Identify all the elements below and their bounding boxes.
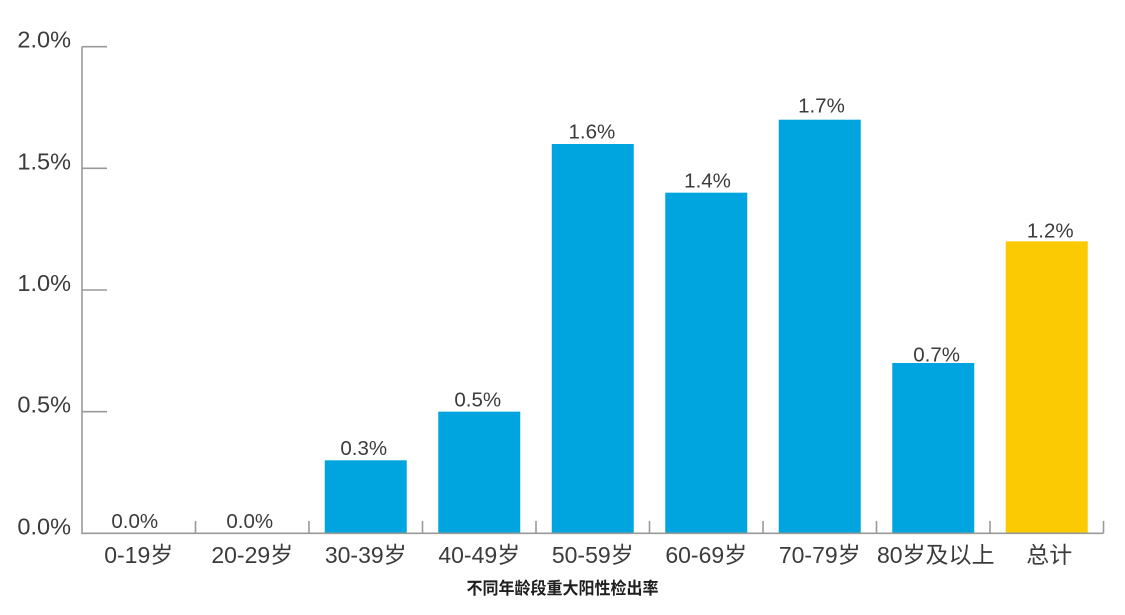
svg-text:0.5%: 0.5% — [17, 392, 71, 418]
svg-text:30-39: 30-39 — [325, 542, 384, 568]
svg-text:1.0%: 1.0% — [17, 270, 71, 296]
svg-text:0-19: 0-19 — [104, 542, 150, 568]
svg-text:2.0%: 2.0% — [17, 27, 71, 53]
svg-text:0.3%: 0.3% — [340, 437, 387, 460]
svg-text:70-79: 70-79 — [779, 542, 838, 568]
svg-text:50-59: 50-59 — [552, 542, 611, 568]
svg-text:1.2%: 1.2% — [1027, 219, 1074, 242]
svg-text:60-69: 60-69 — [665, 542, 724, 568]
svg-text:40-49: 40-49 — [438, 542, 497, 568]
svg-text:1.4%: 1.4% — [684, 170, 731, 193]
svg-text:20-29: 20-29 — [211, 542, 270, 568]
svg-text:0.0%: 0.0% — [111, 510, 158, 533]
svg-text:80: 80 — [877, 542, 903, 568]
svg-text:0.7%: 0.7% — [913, 343, 960, 366]
svg-text:0.0%: 0.0% — [226, 510, 273, 533]
svg-text:0.5%: 0.5% — [454, 388, 501, 411]
svg-text:1.6%: 1.6% — [568, 121, 615, 144]
svg-text:1.7%: 1.7% — [798, 95, 845, 118]
svg-text:0.0%: 0.0% — [17, 513, 71, 539]
svg-text:1.5%: 1.5% — [17, 148, 71, 174]
